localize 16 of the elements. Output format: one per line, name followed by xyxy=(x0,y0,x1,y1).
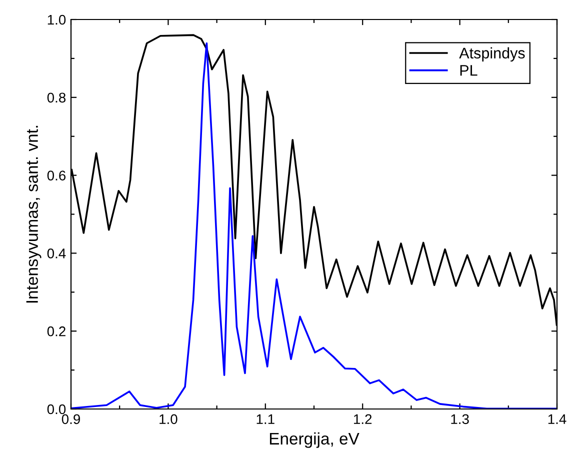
y-tick-label: 0.8 xyxy=(47,92,66,103)
y-tick-label: 0.0 xyxy=(47,404,66,414)
x-tick-label: 1.3 xyxy=(451,414,469,424)
legend-label: Atspindys xyxy=(459,47,525,62)
x-tick-label: 1.2 xyxy=(354,414,372,424)
x-tick-label: 1.4 xyxy=(548,414,566,424)
y-tick-label: 0.6 xyxy=(47,170,66,180)
y-tick-label: 0.4 xyxy=(47,248,66,258)
y-axis-title: Intensyvumas, sant. vnt. xyxy=(26,126,42,303)
legend-label: PL xyxy=(460,65,478,76)
y-tick-label: 0.2 xyxy=(47,326,66,336)
x-tick-label: 1.1 xyxy=(256,414,274,424)
x-tick-label: 1.0 xyxy=(160,414,178,424)
x-axis-title: Energija, eV xyxy=(270,432,360,448)
y-tick-label: 1.0 xyxy=(48,14,66,25)
x-tick-label: 0.9 xyxy=(62,414,80,424)
